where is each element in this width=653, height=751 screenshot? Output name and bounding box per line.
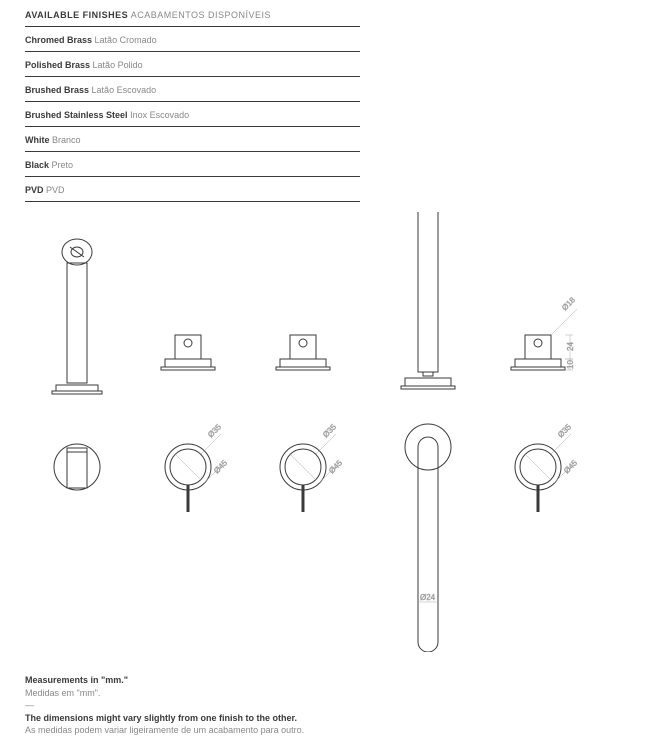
finish-en: PVD [25, 185, 44, 195]
dim-d35-1: Ø35 [206, 422, 223, 439]
finish-en: Black [25, 160, 49, 170]
hand-shower-side [52, 239, 102, 394]
finish-row: White Branco [25, 127, 360, 152]
dash: — [25, 699, 304, 712]
finish-pt: PVD [46, 185, 65, 195]
meas-pt: Medidas em "mm". [25, 687, 304, 700]
finish-row: Brushed Stainless Steel Inox Escovado [25, 102, 360, 127]
dim-d35-2: Ø35 [321, 422, 338, 439]
finish-row: Black Preto [25, 152, 360, 177]
dim-d45-1: Ø45 [212, 458, 229, 475]
dim-d24: Ø24 [420, 593, 436, 602]
dim-en: The dimensions might vary slightly from … [25, 712, 304, 725]
hand-shower-top [54, 444, 100, 490]
finish-en: Chromed Brass [25, 35, 92, 45]
knob-left-top: Ø35 Ø45 [165, 422, 229, 512]
header-pt: ACABAMENTOS DISPONÍVEIS [131, 10, 271, 20]
finish-pt: Inox Escovado [130, 110, 189, 120]
dim-h24: 24 [566, 342, 575, 351]
knob-right-side [276, 335, 330, 370]
finish-row: Brushed Brass Latão Escovado [25, 77, 360, 102]
finish-pt: Preto [52, 160, 74, 170]
header-en: AVAILABLE FINISHES [25, 10, 128, 20]
knob-left-side [161, 335, 215, 370]
footer-notes: Measurements in "mm." Medidas em "mm". —… [25, 674, 304, 737]
finish-row: Polished Brass Latão Polido [25, 52, 360, 77]
tall-spout-side [401, 212, 455, 389]
finish-row: PVD PVD [25, 177, 360, 202]
dim-d35-3: Ø35 [556, 422, 573, 439]
dim-h10: 10 [566, 360, 575, 369]
finish-en: Polished Brass [25, 60, 90, 70]
tall-spout-top: Ø24 [405, 424, 451, 652]
finish-en: Brushed Brass [25, 85, 89, 95]
finish-pt: Latão Escovado [92, 85, 157, 95]
finish-pt: Latão Cromado [95, 35, 157, 45]
finish-en: White [25, 135, 50, 145]
finish-pt: Branco [52, 135, 81, 145]
finish-en: Brushed Stainless Steel [25, 110, 128, 120]
dim-d45-2: Ø45 [327, 458, 344, 475]
dim-pt: As medidas podem variar ligeiramente de … [25, 724, 304, 737]
dim-d18: Ø18 [560, 295, 577, 312]
finishes-header: AVAILABLE FINISHES ACABAMENTOS DISPONÍVE… [25, 10, 360, 27]
knob-right-top: Ø35 Ø45 [280, 422, 344, 512]
finishes-list: Chromed Brass Latão CromadoPolished Bras… [25, 27, 628, 202]
technical-drawings: Ø18 24 10 [25, 212, 625, 652]
dim-d45-3: Ø45 [562, 458, 579, 475]
finish-pt: Latão Polido [93, 60, 143, 70]
knob-far-right-top: Ø35 Ø45 [515, 422, 579, 512]
meas-en: Measurements in "mm." [25, 674, 304, 687]
finish-row: Chromed Brass Latão Cromado [25, 27, 360, 52]
knob-far-right-side: Ø18 24 10 [511, 295, 577, 370]
